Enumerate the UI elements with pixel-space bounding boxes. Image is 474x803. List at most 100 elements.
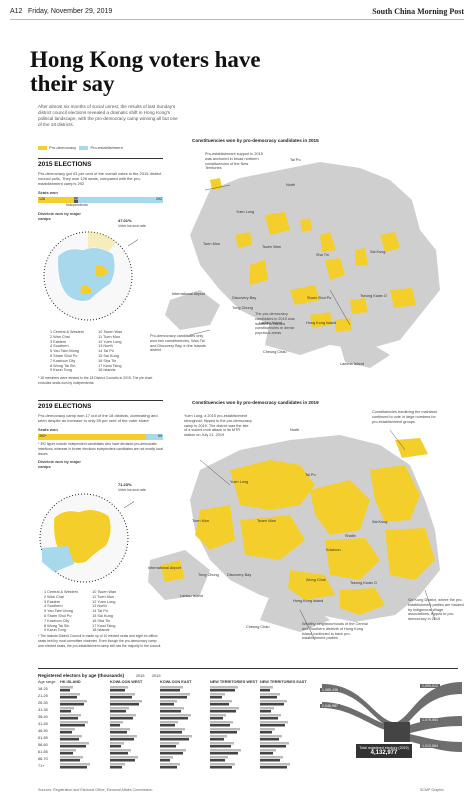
- districts-pie-2019: [39, 493, 134, 583]
- region-label: HK ISLAND: [60, 680, 81, 684]
- region-bars: [110, 686, 142, 769]
- place-lamma-2015: Lamma Island: [340, 362, 364, 366]
- place-tko-2019: Tseung Kwan O: [350, 581, 377, 585]
- independents-label-2015: Independents: [66, 203, 88, 207]
- total-electors-label: Total registered electors (2019): [359, 746, 409, 750]
- age-head: Age range: [38, 680, 56, 684]
- district-item: 5 Yau Tsim Mong: [44, 609, 73, 614]
- flow-value-e: 1,012,564: [420, 744, 440, 748]
- place-tsuen-wan-2015: Tsuen Wan: [262, 245, 281, 249]
- district-list-2015: 1 Central & Western 2 Wan Chai 3 Eastern 4 …: [50, 330, 122, 373]
- district-item: 9 Kwun Tong: [44, 628, 66, 633]
- age-label: 36-40: [38, 715, 48, 719]
- intro-text: After almost six months of social unrest…: [38, 104, 178, 127]
- place-airport-2015: International Airport: [172, 292, 205, 296]
- section-2015: 2015 ELECTIONS Pro-democracy got 43 per …: [38, 158, 163, 221]
- seats-label-2019: Seats won: [38, 427, 58, 432]
- district-item: 1 Central & Western: [50, 330, 85, 334]
- page-header: A12 Friday, November 29, 2019 South Chin…: [10, 6, 464, 20]
- place-wong-chuk-2019: Wong Chuk: [306, 578, 326, 582]
- place-tai-po-2015: Tai Po: [290, 158, 301, 162]
- seats-bar-ind-2015: 13: [74, 197, 78, 203]
- annotation-2015-c: Pro-democracy candidates only won two co…: [150, 334, 206, 353]
- district-item: 13 North: [98, 344, 113, 349]
- annotation-2019-b: Constituencies bordering the mainland co…: [372, 410, 437, 424]
- map-title-2015: Constituencies won by pro-democracy cand…: [192, 138, 319, 143]
- district-item: 7 Kowloon City: [44, 618, 70, 623]
- age-label: 26-30: [38, 701, 48, 705]
- district-item: 5 Yau Tsim Mong: [50, 349, 79, 354]
- map-2019: [148, 429, 440, 641]
- total-electors-box: Total registered electors (2019) 4,132,9…: [356, 744, 412, 758]
- electors-year-b: 2019: [152, 674, 161, 678]
- turnout-label-2015: Voter turnout rate: [118, 224, 146, 228]
- flow-value-a: 1,085,436: [320, 688, 340, 692]
- region-column: NEW TERRITORIES WEST: [210, 680, 257, 775]
- seats-bar-2019: 392* 59: [38, 434, 163, 440]
- district-item: 17 Kwai Tsing: [92, 623, 116, 628]
- district-item: 18 Islands: [92, 628, 110, 633]
- total-electors-value: 4,132,977: [370, 750, 398, 756]
- district-item: 15 Sai Kung: [98, 353, 119, 358]
- districts-pie-2015: [43, 231, 138, 321]
- district-item: 15 Sai Kung: [92, 613, 113, 618]
- seats-label-2015: Seats won: [38, 190, 58, 195]
- turnout-2015: 47.01%: [118, 218, 132, 223]
- heading-2019: 2019 ELECTIONS: [38, 403, 92, 410]
- desc-2019: Pro-democracy camp won 17 out of the 18 …: [38, 413, 158, 423]
- district-item: 2 Wan Chai: [50, 334, 70, 339]
- place-north-2019: North: [290, 428, 300, 432]
- age-label: 18-20: [38, 687, 48, 691]
- place-airport-2019: International Airport: [148, 566, 181, 570]
- district-item: 12 Yuen Long: [98, 339, 122, 344]
- district-list-2019: 1 Central & Western 2 Wan Chai 3 Eastern 4 …: [44, 590, 116, 633]
- credit: SCMP Graphic: [420, 788, 444, 792]
- electors-section: Registered electors by age (thousands) 2…: [38, 668, 458, 678]
- age-label: 61-65: [38, 750, 48, 754]
- camps-label-2015: Districts won by major camps: [38, 211, 81, 221]
- region-column: HK ISLAND: [60, 680, 102, 775]
- district-item: 10 Tsuen Wan: [98, 330, 123, 334]
- region-column: NEW TERRITORIES EAST: [260, 680, 307, 775]
- age-label: 31-35: [38, 708, 48, 712]
- age-list: 18-20 21-25 26-30 31-35 36-40 41-45 46-50 51-55…: [38, 687, 48, 771]
- age-label: 51-55: [38, 736, 48, 740]
- place-north-2015: North: [286, 183, 296, 187]
- district-item: 4 Southern: [44, 604, 63, 609]
- region-column: KOWLOON WEST: [110, 680, 152, 775]
- legend-swatch-pro: [38, 145, 47, 150]
- district-col-a-2015: 1 Central & Western 2 Wan Chai 3 Eastern 4 …: [50, 330, 84, 373]
- camps-label-2019: Districts won by major camps: [38, 459, 81, 470]
- district-item: 14 Tai Po: [92, 609, 108, 614]
- seats-bar-est-2019: 59: [146, 434, 163, 440]
- district-col-a-2019: 1 Central & Western 2 Wan Chai 3 Eastern 4 …: [44, 590, 78, 633]
- district-item: 3 Eastern: [50, 339, 67, 344]
- place-sha-tin-2019: Shatin: [345, 534, 356, 538]
- district-item: 1 Central & Western: [44, 590, 79, 594]
- place-lantau-2015: Lantau Island: [259, 321, 282, 325]
- age-label: 46-50: [38, 729, 48, 733]
- place-cheung-chau-2015: Cheung Chau: [263, 350, 287, 354]
- turnout-label-2019: Voter turnout rate: [118, 488, 146, 492]
- place-sai-kung-2015: Sai Kung: [370, 250, 386, 254]
- page-number: A12: [10, 8, 23, 15]
- electors-title: Registered electors by age (thousands): [38, 673, 125, 678]
- place-yuen-long-2019: Yuen Long: [230, 480, 249, 484]
- annotation-2015-a: Pro-establishment support in 2015 was an…: [205, 152, 263, 171]
- legend-swatch-est: [79, 145, 89, 150]
- district-item: 7 Kowloon City: [50, 358, 76, 363]
- heading-2015: 2015 ELECTIONS: [38, 161, 92, 168]
- seat-note-2019: * 392 figure include independent candida…: [38, 442, 163, 456]
- region-bars: [210, 686, 241, 769]
- district-item: 14 Tai Po: [98, 349, 114, 354]
- flow-value-c: 1,090,012: [420, 684, 440, 688]
- annotation-2019-a: Yuen Long, a 2015 pro-establishment stro…: [184, 414, 252, 438]
- place-yuen-long-2015: Yuen Long: [236, 210, 255, 214]
- note-2015: * 18 members were elected to the 18 Dist…: [38, 376, 153, 385]
- legend-est: Pro-establishment: [90, 145, 123, 150]
- district-item: 4 Southern: [50, 344, 69, 349]
- district-item: 16 Sha Tin: [98, 358, 117, 363]
- age-label: 66-70: [38, 757, 48, 761]
- annotation-2019-d: Sai Kung District, where the pro-establi…: [408, 598, 464, 622]
- seats-bar-pro-2015: 126: [38, 197, 74, 203]
